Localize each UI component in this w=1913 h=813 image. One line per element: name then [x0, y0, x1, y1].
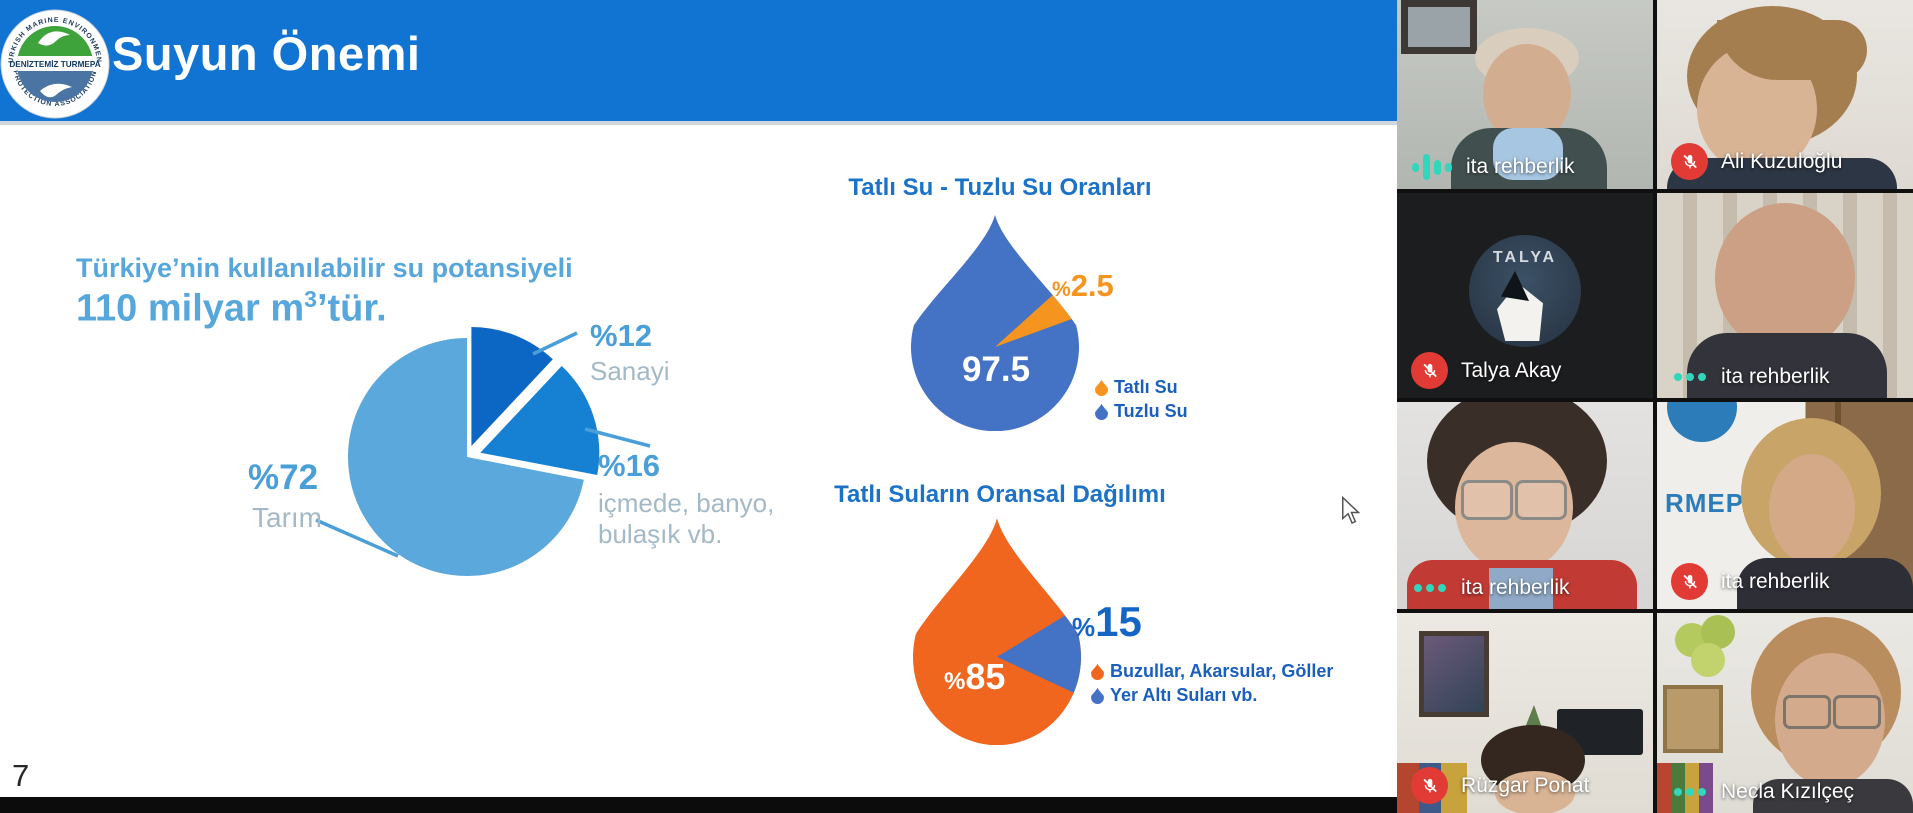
- potential-exponent: 3: [304, 286, 317, 312]
- mic-muted-icon: [1411, 352, 1448, 389]
- pie-label-icmede-value: %16: [598, 448, 661, 483]
- potential-heading-line2: 110 milyar m3’tür.: [76, 286, 387, 331]
- participant-tile[interactable]: ita rehberlik: [1397, 0, 1653, 189]
- water-drop-chart-freshwater-distribution: [913, 518, 1081, 745]
- potential-value: 110 milyar m: [76, 287, 305, 330]
- participant-name: Talya Akay: [1461, 358, 1562, 382]
- pie-label-tarim: Tarım: [252, 502, 322, 533]
- blue-droplet-icon: [1095, 403, 1108, 420]
- legend-item-tatli-su: Tatlı Su: [1095, 377, 1188, 398]
- water-drop-chart-salt-fresh: [911, 215, 1079, 431]
- percent-sign: %: [1052, 278, 1071, 301]
- pie-label-icmede-line2: bulaşık vb.: [598, 519, 723, 549]
- person-body: [1737, 558, 1913, 609]
- slide-page-number: 7: [12, 758, 30, 793]
- logo-band-text: DENİZTEMİZ TURMEPA: [9, 59, 100, 69]
- participant-name: ita rehberlik: [1466, 155, 1575, 178]
- glasses: [1833, 695, 1881, 729]
- shared-screen-slide: Suyun Önemi TURKISH MARINE ENVIRONMENT P…: [0, 0, 1397, 813]
- drop2-small-number: 15: [1095, 598, 1142, 645]
- drop2-title: Tatlı Suların Oransal Dağılımı: [834, 481, 1166, 508]
- orange-droplet-icon: [1091, 663, 1104, 680]
- person-face: [1483, 44, 1571, 144]
- talya-avatar: TALYA: [1469, 235, 1581, 347]
- drop1-small-value: %2.5: [1052, 268, 1114, 304]
- legend-label: Tuzlu Su: [1114, 401, 1188, 421]
- person-face: [1769, 454, 1855, 564]
- pie-label-sanayi: Sanayi: [590, 356, 670, 386]
- person-body: [1687, 333, 1887, 398]
- percent-sign: %: [944, 668, 966, 695]
- balloon-decoration: [1691, 643, 1725, 677]
- more-indicator-icon: [1671, 788, 1708, 796]
- turmepa-logo: TURKISH MARINE ENVIRONMENT PROTECTION AS…: [0, 9, 110, 119]
- avatar-text: TALYA: [1492, 249, 1558, 266]
- legend-label: Buzullar, Akarsular, Göller: [1110, 661, 1334, 681]
- drop2-small-value: %15: [1072, 598, 1142, 646]
- slide-title: Suyun Önemi: [112, 27, 421, 80]
- pie-label-tarim-value: %72: [248, 458, 319, 497]
- flag-logo: [1667, 402, 1737, 442]
- more-indicator-icon: [1411, 584, 1448, 592]
- participant-tile[interactable]: ita rehberlik: [1657, 193, 1913, 398]
- participant-name: Rüzgar Ponat: [1461, 773, 1590, 797]
- person-scarf: [1493, 128, 1563, 180]
- person-face: [1715, 203, 1855, 353]
- pie-chart-water-usage: [315, 327, 651, 576]
- participant-name: Necla Kızılçeç: [1721, 780, 1855, 803]
- blue-droplet-icon: [1091, 687, 1104, 704]
- dolphin-icon: [40, 83, 72, 98]
- glasses: [1783, 695, 1831, 729]
- drop1-title: Tatlı Su - Tuzlu Su Oranları: [848, 174, 1152, 201]
- glasses: [1461, 480, 1513, 520]
- percent-sign: %: [1072, 612, 1096, 642]
- orange-droplet-icon: [1095, 379, 1108, 396]
- person-face: [1495, 771, 1575, 813]
- participant-tile[interactable]: Ali Kuzuloğlu: [1657, 0, 1913, 189]
- participant-tile[interactable]: ita rehberlik: [1397, 402, 1653, 609]
- person-face: [1455, 442, 1573, 572]
- person-body: [1753, 779, 1913, 813]
- participant-tile[interactable]: Necla Kızılçeç: [1657, 613, 1913, 813]
- drop1-small-number: 2.5: [1070, 268, 1114, 303]
- participants-panel: ita rehberlik Ali Kuzuloğlu TALYA: [1397, 0, 1913, 813]
- letterbox-bottom: [0, 797, 1397, 813]
- drop2-main-number: 85: [965, 656, 1006, 697]
- participant-tile[interactable]: Rüzgar Ponat: [1397, 613, 1653, 813]
- glasses: [1515, 480, 1567, 520]
- person-shirt: [1489, 568, 1553, 609]
- participant-tile[interactable]: RMEPA ita rehberlik: [1657, 402, 1913, 609]
- pie-label-icmede-line1: içmede, banyo,: [598, 488, 775, 518]
- mouse-cursor: [1342, 496, 1361, 525]
- participant-name: ita rehberlik: [1721, 365, 1830, 388]
- participant-name: ita rehberlik: [1721, 569, 1830, 593]
- more-indicator-icon: [1671, 373, 1708, 381]
- legend-item-buzullar: Buzullar, Akarsular, Göller: [1091, 661, 1333, 682]
- mic-muted-icon: [1671, 143, 1708, 180]
- drop1-main-value: 97.5: [961, 350, 1031, 389]
- mic-muted-icon: [1671, 563, 1708, 600]
- cork-board: [1663, 685, 1723, 753]
- legend-label: Yer Altı Suları vb.: [1110, 685, 1258, 705]
- slide-header-bar: Suyun Önemi: [0, 0, 1397, 125]
- participant-name: Ali Kuzuloğlu: [1721, 149, 1843, 173]
- speaking-indicator-icon: [1411, 154, 1453, 180]
- participant-name: ita rehberlik: [1461, 576, 1570, 599]
- mic-muted-icon: [1411, 767, 1448, 804]
- slide-background: [0, 9, 1397, 797]
- pie-label-sanayi-value: %12: [590, 318, 653, 353]
- drop1-legend: Tatlı Su Tuzlu Su: [1095, 377, 1188, 422]
- potential-heading-line1: Türkiye’nin kullanılabilir su potansiyel…: [76, 253, 573, 283]
- potential-suffix: ’tür.: [316, 287, 387, 330]
- drop2-main-value: %85: [944, 656, 1005, 698]
- legend-label: Tatlı Su: [1114, 377, 1178, 397]
- painting: [1419, 631, 1489, 717]
- legend-item-yeralti: Yer Altı Suları vb.: [1091, 685, 1333, 706]
- dolphin-icon: [38, 31, 70, 46]
- participant-tile[interactable]: TALYA Talya Akay: [1397, 193, 1653, 398]
- picture-frame: [1401, 0, 1477, 54]
- legend-item-tuzlu-su: Tuzlu Su: [1095, 401, 1188, 422]
- drop2-legend: Buzullar, Akarsular, Göller Yer Altı Sul…: [1091, 661, 1333, 706]
